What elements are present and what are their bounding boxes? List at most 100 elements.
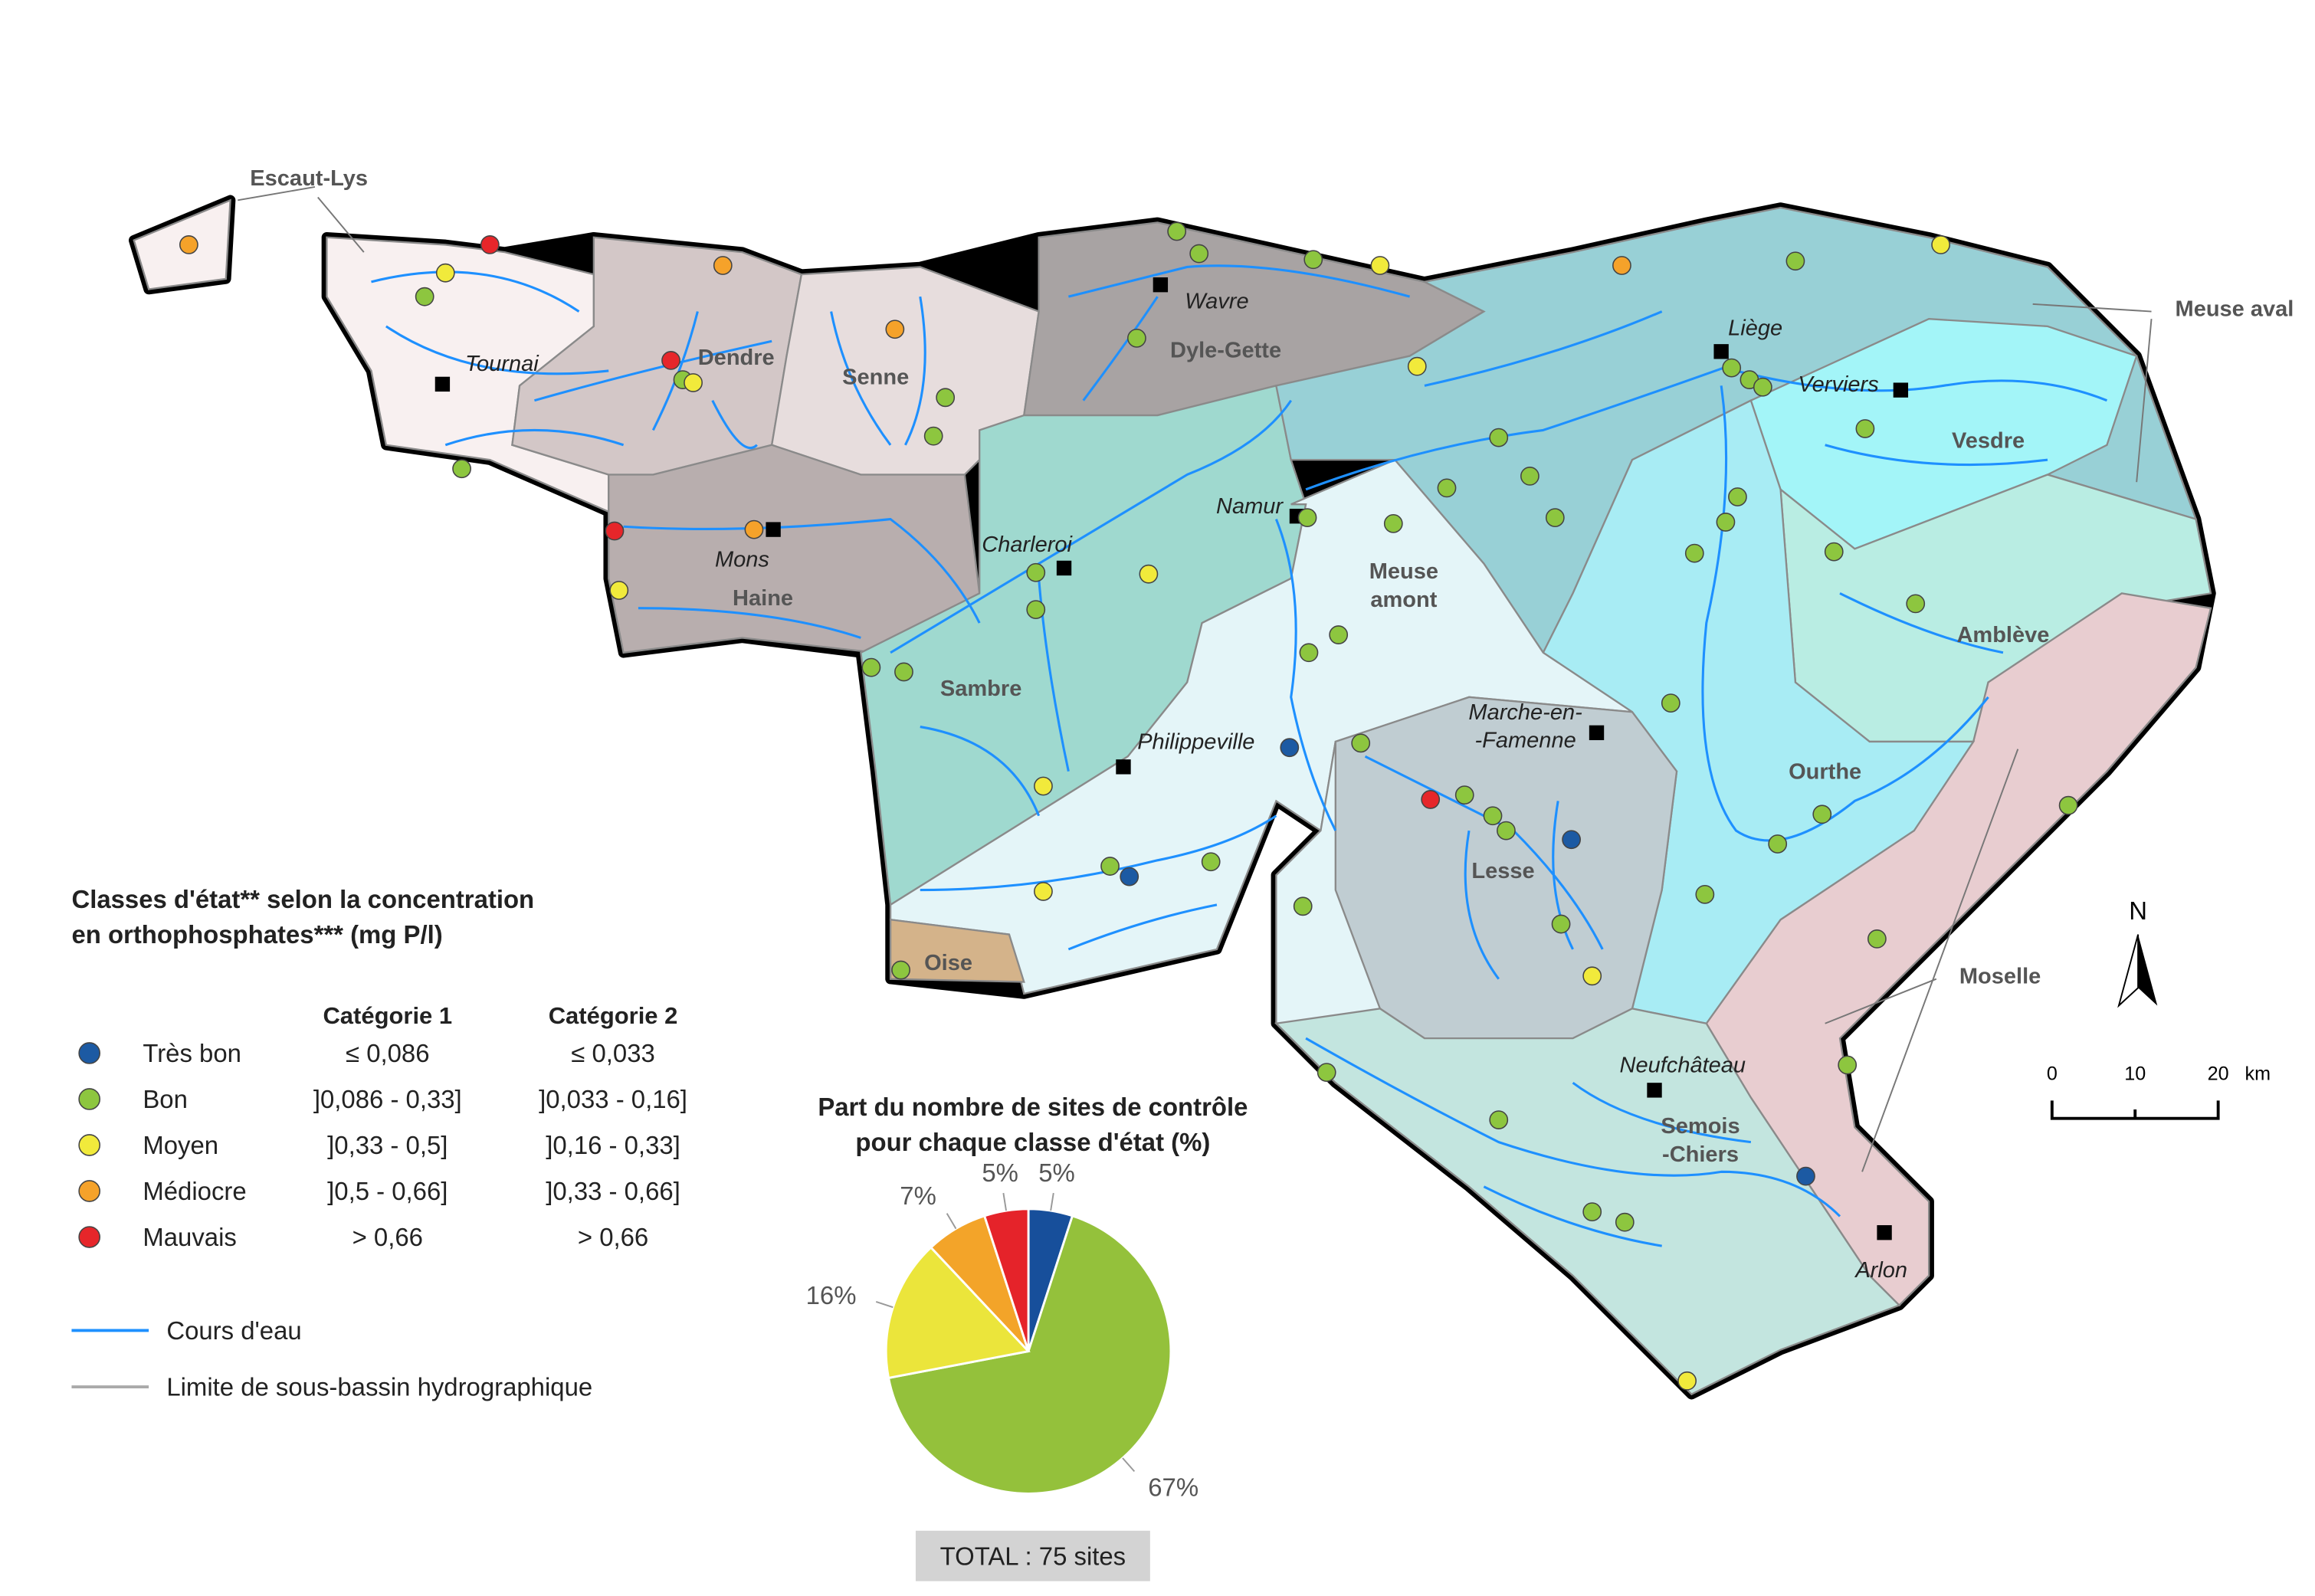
basin-label: amont <box>1370 588 1437 612</box>
monitoring-site <box>1753 377 1772 397</box>
monitoring-site <box>609 581 629 600</box>
city-marker <box>1647 1083 1662 1098</box>
legend-column: Catégorie 2 <box>549 1002 678 1029</box>
monitoring-site <box>1582 1202 1602 1221</box>
value-label: 5% <box>982 1158 1018 1187</box>
leader-line <box>238 185 316 202</box>
monitoring-site <box>1489 1110 1509 1129</box>
monitoring-site <box>1299 643 1319 663</box>
monitoring-site <box>1722 358 1742 378</box>
monitoring-site <box>1026 600 1046 620</box>
monitoring-site <box>1351 733 1371 753</box>
leader-line <box>2136 319 2153 483</box>
basin-label: Senne <box>842 365 909 389</box>
scale-bar: 0 10 20 km <box>2047 1063 2271 1120</box>
monitoring-site <box>415 287 434 306</box>
city-label: Namur <box>1216 494 1284 519</box>
monitoring-site <box>936 388 956 408</box>
basin-label: Sambre <box>940 677 1021 701</box>
legend-column: Catégorie 1 <box>323 1002 452 1029</box>
basin-label: Escaut-Lys <box>250 166 368 191</box>
map-labels: Escaut-Lys Meuse aval Moselle Dendre Senn… <box>238 166 2294 1283</box>
legend-cat2: ]0,16 - 0,33] <box>546 1131 680 1159</box>
basin-label: Haine <box>733 586 793 611</box>
legend-class: Mauvais <box>143 1223 236 1251</box>
monitoring-site <box>1931 235 1951 254</box>
city-label: Tournai <box>465 352 539 376</box>
monitoring-site <box>1297 508 1317 528</box>
city-label: Wavre <box>1185 290 1248 314</box>
city-label: Arlon <box>1854 1258 1907 1283</box>
basin-label: Amblève <box>1956 623 2049 647</box>
chart-title: Part du nombre de sites de contrôle <box>818 1093 1248 1121</box>
monitoring-site <box>1824 542 1844 562</box>
monitoring-site <box>1812 805 1832 824</box>
leader-line <box>2032 303 2152 313</box>
rivers <box>371 264 2108 1247</box>
legend-line-label: Cours d'eau <box>166 1316 301 1345</box>
monitoring-site <box>1201 852 1221 872</box>
pie-chart: Part du nombre de sites de contrôle pour … <box>806 1093 1248 1581</box>
city-marker <box>1877 1225 1892 1240</box>
monitoring-site <box>1716 513 1736 532</box>
monitoring-site <box>1520 467 1540 486</box>
leader-line <box>1825 978 1937 1024</box>
basin-label: Meuse aval <box>2176 297 2294 321</box>
monitoring-site <box>452 459 471 479</box>
monitoring-site <box>1615 1212 1635 1232</box>
monitoring-site <box>605 521 625 541</box>
legend-class: Moyen <box>143 1131 218 1159</box>
legend-cat1: > 0,66 <box>352 1223 423 1251</box>
monitoring-site <box>1189 244 1209 264</box>
monitoring-site <box>1551 914 1571 934</box>
monitoring-site <box>1684 543 1704 563</box>
leader-line <box>317 196 365 253</box>
sites <box>179 221 2078 1391</box>
monitoring-site <box>891 960 910 980</box>
monitoring-site <box>1370 256 1390 275</box>
scale-label: 20 <box>2208 1063 2229 1084</box>
basin-label: Meuse <box>1369 559 1438 584</box>
monitoring-site <box>684 373 703 392</box>
monitoring-site <box>1545 508 1565 528</box>
basin-areas <box>133 198 2212 1396</box>
legend-swatch <box>78 1042 100 1064</box>
legend-swatch <box>78 1180 100 1202</box>
city-marker <box>766 522 781 537</box>
legend-cat1: ]0,33 - 0,5] <box>327 1131 448 1159</box>
city-label: Charleroi <box>982 533 1073 557</box>
monitoring-site <box>1497 821 1516 841</box>
monitoring-site <box>1120 867 1139 886</box>
leader-line <box>1861 749 2019 1172</box>
legend-cat1: ]0,5 - 0,66] <box>327 1177 448 1205</box>
monitoring-site <box>1867 929 1887 949</box>
scale-label: km <box>2245 1063 2271 1084</box>
monitoring-site <box>1728 487 1747 506</box>
city-label: Liège <box>1728 316 1782 341</box>
monitoring-site <box>1483 806 1503 826</box>
city-marker <box>434 376 451 392</box>
basin-label: Semois <box>1661 1114 1740 1139</box>
monitoring-site <box>1906 594 1926 614</box>
monitoring-site <box>744 519 764 539</box>
label-leader <box>1002 1192 1007 1211</box>
monitoring-site <box>1407 356 1427 376</box>
monitoring-site <box>1034 882 1053 901</box>
label-leader <box>875 1301 894 1309</box>
legend-title: en orthophosphates*** (mg P/l) <box>71 920 442 949</box>
basin-label: Ourthe <box>1789 759 1861 784</box>
monitoring-site <box>1139 564 1159 584</box>
value-label: 16% <box>806 1281 857 1309</box>
monitoring-site <box>923 426 943 446</box>
city-marker <box>1153 277 1169 293</box>
basin-label: Lesse <box>1471 859 1534 883</box>
legend-class: Bon <box>143 1085 188 1113</box>
scale-label: 0 <box>2047 1063 2058 1084</box>
monitoring-site <box>1661 693 1681 713</box>
monitoring-site <box>861 657 881 677</box>
legend-title: Classes d'état** selon la concentration <box>71 885 534 913</box>
monitoring-site <box>885 320 905 339</box>
monitoring-site <box>435 263 455 283</box>
label-leader <box>1122 1457 1136 1473</box>
